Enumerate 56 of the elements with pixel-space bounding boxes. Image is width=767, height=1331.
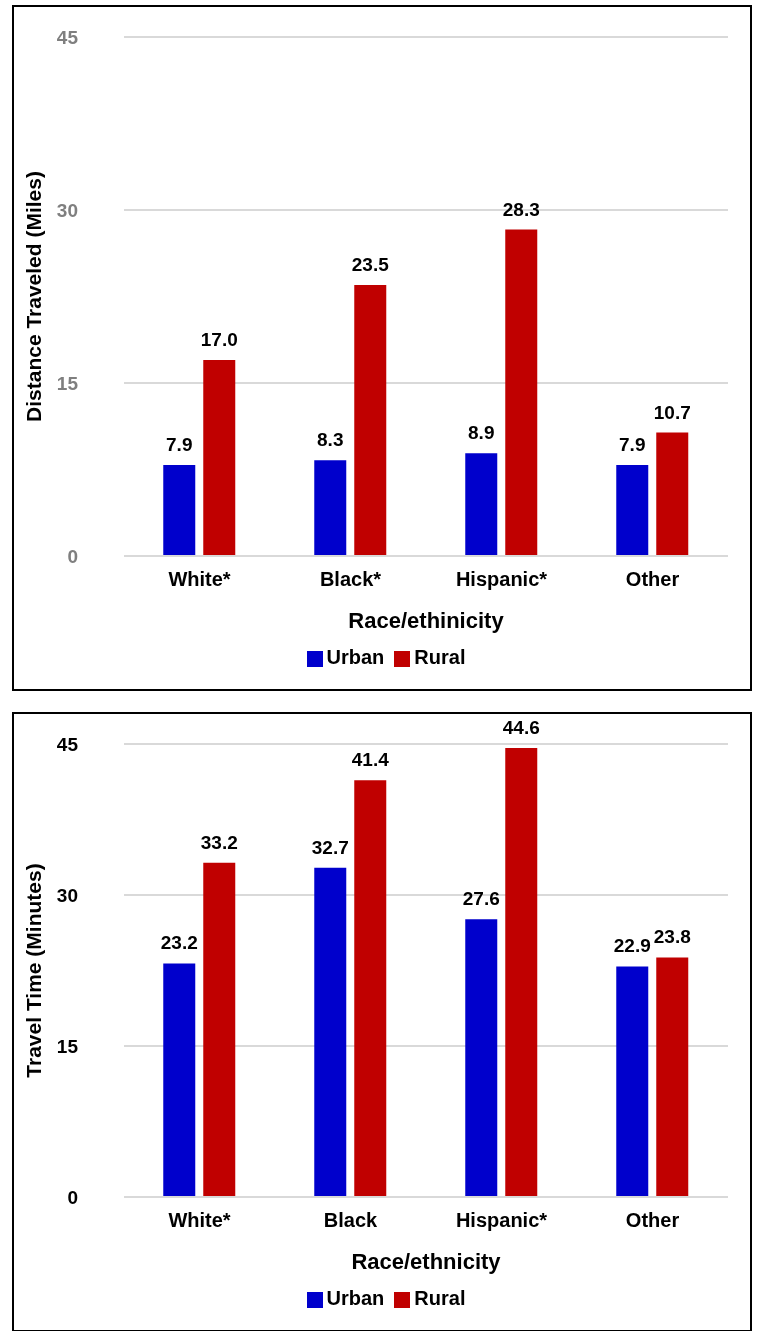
x-tick-label: Other: [625, 1209, 680, 1232]
x-tick-label: White*: [168, 1209, 231, 1232]
bar: [314, 460, 347, 556]
data-label: 41.4: [351, 749, 390, 771]
data-label: 8.3: [317, 429, 344, 451]
bar: [163, 464, 196, 556]
bar: [505, 748, 538, 1197]
bar: [465, 453, 498, 556]
y-tick-label: 15: [56, 372, 79, 394]
data-label: 27.6: [462, 888, 500, 910]
x-tick-label: Black: [323, 1209, 379, 1232]
x-axis-title: Race/ethinicity: [348, 608, 505, 633]
x-axis-title: Race/ethnicity: [351, 1249, 502, 1274]
bar: [616, 464, 649, 556]
bar: [203, 359, 236, 556]
bar: [616, 966, 649, 1197]
y-tick-label: 30: [56, 199, 78, 221]
legend-label: Rural: [414, 646, 466, 668]
bar: [656, 957, 689, 1197]
data-label: 33.2: [200, 831, 238, 853]
bar: [656, 432, 689, 556]
data-label: 10.7: [653, 401, 691, 423]
y-tick-label: 0: [67, 545, 78, 567]
legend-label: Rural: [414, 1287, 466, 1309]
x-tick-label: Black*: [319, 568, 382, 591]
y-axis-title: Distance Traveled (Miles): [22, 171, 46, 422]
bar: [505, 229, 538, 556]
bar: [354, 284, 387, 556]
data-label: 17.0: [200, 328, 238, 350]
data-label: 23.2: [160, 932, 198, 954]
y-tick-label: 30: [56, 884, 78, 906]
legend-label: Urban: [326, 646, 385, 668]
bar: [163, 963, 196, 1197]
data-label: 23.5: [351, 253, 390, 275]
data-label: 7.9: [166, 433, 193, 455]
bar: [465, 919, 498, 1197]
data-label: 8.9: [468, 422, 495, 444]
data-label: 28.3: [502, 198, 540, 220]
x-tick-label: Hispanic*: [455, 1209, 548, 1232]
x-tick-label: Hispanic*: [455, 568, 548, 591]
data-label: 32.7: [311, 836, 349, 858]
x-tick-label: White*: [168, 568, 231, 591]
bar: [203, 862, 236, 1197]
y-tick-label: 45: [56, 733, 79, 755]
x-tick-label: Other: [625, 568, 680, 591]
data-label: 22.9: [613, 935, 651, 957]
data-label: 23.8: [653, 926, 691, 948]
legend-label: Urban: [326, 1287, 385, 1309]
bar: [354, 780, 387, 1197]
y-tick-label: 15: [56, 1035, 79, 1057]
data-label: 44.6: [502, 717, 540, 739]
bar: [314, 867, 347, 1197]
y-axis-title: Travel Time (Minutes): [22, 863, 46, 1078]
data-label: 7.9: [619, 433, 646, 455]
y-tick-label: 45: [56, 26, 79, 48]
y-tick-label: 0: [67, 1186, 78, 1208]
